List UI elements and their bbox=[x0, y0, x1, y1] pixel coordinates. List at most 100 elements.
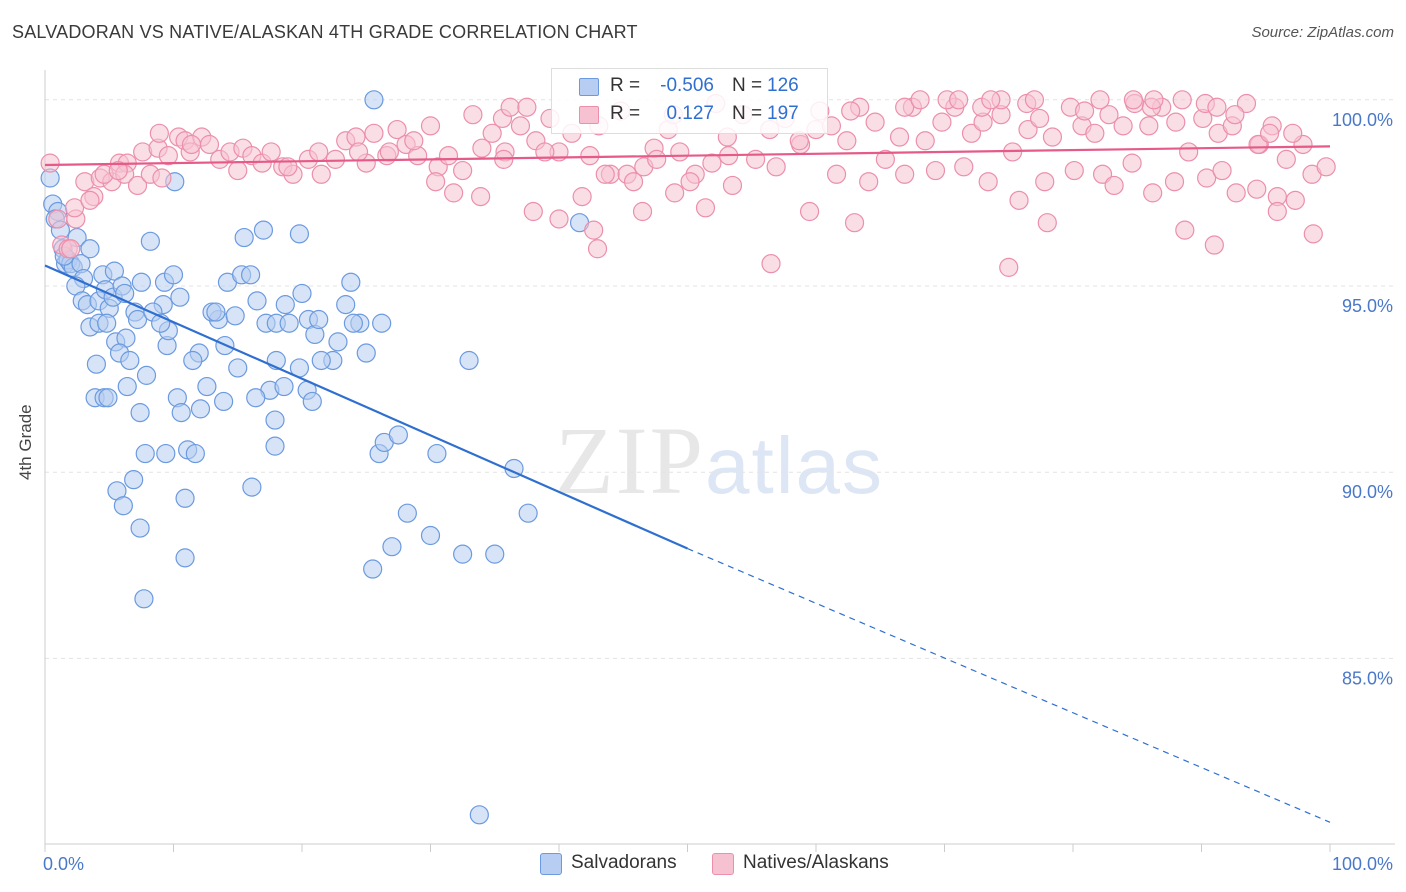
salvadorans-swatch bbox=[540, 853, 562, 875]
native-point bbox=[702, 153, 722, 173]
salvadoran-point bbox=[247, 291, 267, 311]
native-point bbox=[261, 142, 281, 162]
native-point bbox=[680, 172, 700, 192]
native-point bbox=[632, 201, 653, 222]
native-point bbox=[766, 157, 786, 177]
native-point bbox=[1204, 235, 1224, 255]
native-point bbox=[1207, 97, 1227, 117]
native-point bbox=[1099, 105, 1119, 125]
native-point bbox=[670, 142, 690, 162]
native-point bbox=[61, 239, 81, 259]
native-trend-line bbox=[44, 145, 1331, 167]
native-point bbox=[1113, 116, 1133, 136]
salvadoran-point bbox=[136, 365, 157, 385]
native-point bbox=[1104, 175, 1124, 196]
chart-title: SALVADORAN VS NATIVE/ALASKAN 4TH GRADE C… bbox=[12, 22, 638, 42]
salvadoran-point bbox=[130, 518, 150, 538]
salvadoran-point bbox=[134, 589, 154, 609]
legend-r-label: R = bbox=[610, 75, 641, 96]
salvadoran-point bbox=[382, 537, 402, 557]
salvadoran-point bbox=[420, 525, 441, 546]
x-tick-label-right: 100.0% bbox=[1332, 854, 1393, 874]
native-point bbox=[584, 220, 604, 240]
legend-r-value: 0.127 bbox=[666, 103, 714, 124]
gridlines bbox=[45, 99, 1395, 659]
salvadoran-point bbox=[163, 265, 184, 285]
native-point bbox=[841, 101, 861, 121]
axes bbox=[44, 70, 1395, 852]
salvadoran-point bbox=[130, 403, 150, 423]
legend-swatch-salvadorans bbox=[579, 78, 599, 96]
native-point bbox=[379, 142, 399, 162]
salvadoran-point bbox=[97, 313, 117, 333]
legend-row-salvadorans: R = -0.506 N = 126 bbox=[552, 72, 827, 100]
native-point bbox=[895, 164, 915, 184]
native-point bbox=[844, 213, 865, 233]
salvadoran-point bbox=[185, 443, 205, 464]
native-point bbox=[746, 149, 766, 169]
native-point bbox=[1260, 123, 1280, 143]
native-point bbox=[1074, 101, 1095, 121]
y-tick-label: 90.0% bbox=[1342, 482, 1393, 502]
native-point bbox=[961, 123, 982, 143]
salvadoran-point bbox=[459, 350, 479, 371]
native-point bbox=[549, 209, 569, 229]
native-point bbox=[826, 164, 847, 184]
salvadoran-point bbox=[336, 295, 356, 315]
native-point bbox=[799, 201, 820, 222]
salvadoran-point bbox=[171, 403, 191, 423]
salvadoran-point bbox=[156, 443, 176, 464]
salvadoran-point bbox=[427, 443, 447, 464]
salvadoran-point bbox=[265, 436, 285, 456]
native-point bbox=[228, 160, 248, 181]
native-point bbox=[1029, 108, 1050, 129]
native-point bbox=[426, 172, 446, 192]
salvadoran-point bbox=[469, 805, 489, 825]
native-point bbox=[910, 90, 930, 110]
salvadoran-point bbox=[214, 391, 234, 412]
native-point bbox=[572, 187, 592, 207]
salvadoran-point bbox=[485, 544, 505, 564]
native-point bbox=[1172, 90, 1192, 110]
native-point bbox=[1064, 160, 1084, 181]
legend-row-natives: R = 0.127 N = 197 bbox=[552, 100, 827, 128]
correlation-legend: R = -0.506 N = 126 R = 0.127 N = 197 bbox=[551, 68, 828, 134]
salvadoran-point bbox=[206, 302, 226, 322]
legend-n-label: N = bbox=[732, 75, 763, 96]
legend-n-label: N = bbox=[732, 103, 763, 124]
native-point bbox=[895, 97, 915, 117]
legend-n-value: 126 bbox=[767, 75, 799, 96]
salvadoran-point bbox=[241, 265, 261, 285]
salvadoran-point bbox=[175, 548, 195, 568]
natives-label: Natives/Alaskans bbox=[743, 852, 889, 873]
salvadoran-point bbox=[127, 309, 148, 330]
salvadoran-point bbox=[190, 399, 211, 419]
salvadoran-point bbox=[274, 376, 294, 397]
natives-swatch bbox=[712, 853, 734, 875]
native-point bbox=[152, 168, 172, 188]
native-point bbox=[1166, 112, 1186, 132]
native-point bbox=[535, 142, 555, 162]
native-point bbox=[587, 239, 608, 259]
salvadoran-point bbox=[289, 224, 310, 244]
native-point bbox=[453, 160, 473, 181]
native-point bbox=[1225, 105, 1245, 125]
native-point bbox=[325, 149, 346, 169]
native-point bbox=[1226, 183, 1246, 203]
native-point bbox=[420, 116, 441, 136]
native-point bbox=[404, 131, 424, 151]
salvadoran-point bbox=[341, 272, 361, 292]
native-point bbox=[999, 257, 1019, 277]
trend-lines bbox=[44, 145, 1331, 823]
salvadoran-point bbox=[197, 376, 217, 397]
salvadoran-point bbox=[228, 358, 248, 378]
native-point bbox=[722, 175, 743, 196]
native-point bbox=[949, 90, 969, 110]
native-point bbox=[348, 142, 369, 162]
native-point bbox=[889, 127, 910, 147]
native-point bbox=[915, 131, 935, 151]
salvadoran-point bbox=[343, 313, 363, 333]
native-point bbox=[1248, 134, 1268, 155]
salvadoran-point bbox=[356, 343, 376, 363]
native-point bbox=[472, 138, 492, 158]
